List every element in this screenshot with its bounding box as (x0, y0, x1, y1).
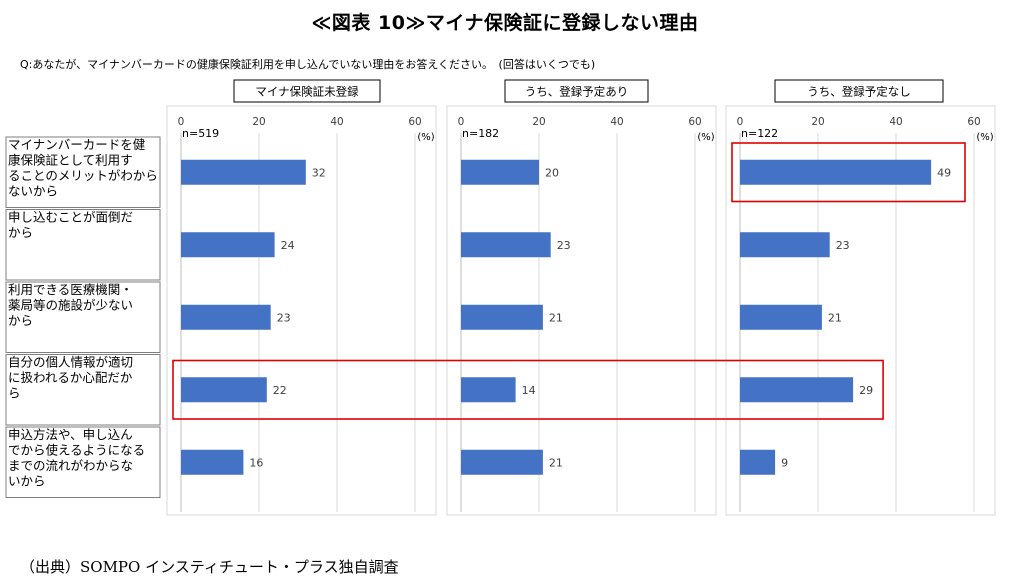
panel-frame (446, 105, 717, 516)
bar (461, 159, 539, 185)
panel-title: うち、登録予定あり (525, 85, 629, 99)
category-label: 康保険証として利用す (8, 153, 133, 168)
category-label: 利用できる医療機関・ (8, 282, 133, 297)
category-label: でから使えるようになる (8, 443, 145, 458)
bar-value-label: 21 (549, 456, 563, 469)
x-tick-label: 20 (811, 116, 824, 128)
panel-frame (166, 105, 437, 516)
bar-value-label: 23 (277, 311, 291, 324)
bar (181, 449, 244, 475)
bar (461, 449, 543, 475)
category-label: 薬局等の施設が少ない (8, 298, 133, 313)
panel-title-box (774, 79, 944, 103)
bar (181, 159, 306, 185)
category-label: に扱われるか心配だか (8, 370, 133, 385)
x-tick-label: 0 (458, 116, 465, 128)
highlight-box (172, 359, 884, 420)
bar (740, 232, 830, 258)
bar (740, 304, 822, 330)
bar (181, 304, 271, 330)
unit-label: (%) (697, 132, 714, 143)
category-label: マイナンバーカードを健 (8, 137, 146, 152)
unit-label: (%) (417, 132, 434, 143)
bar-value-label: 21 (828, 311, 842, 324)
bar-value-label: 20 (545, 166, 559, 179)
figure-title: ≪図表 10≫マイナ保険証に登録しない理由 (311, 12, 699, 34)
x-tick-label: 60 (688, 116, 701, 128)
x-tick-label: 40 (610, 116, 623, 128)
bar-value-label: 24 (281, 239, 295, 252)
bar-value-label: 9 (781, 456, 788, 469)
bar-value-label: 16 (249, 456, 263, 469)
category-label: から (8, 225, 33, 240)
x-tick-label: 0 (737, 116, 744, 128)
x-tick-label: 40 (330, 116, 343, 128)
bar-value-label: 23 (557, 239, 571, 252)
bar (461, 232, 551, 258)
x-tick-label: 20 (532, 116, 545, 128)
x-tick-label: 60 (408, 116, 421, 128)
category-label-box (5, 426, 161, 498)
panel-title: うち、登録予定なし (807, 85, 911, 99)
category-label-box (5, 354, 161, 426)
bar (461, 377, 516, 403)
x-tick-label: 20 (252, 116, 265, 128)
category-label: ることのメリットがわから (8, 168, 158, 183)
panel-title: マイナ保険証未登録 (255, 85, 359, 99)
x-tick-label: 0 (178, 116, 185, 128)
category-label-box (5, 136, 161, 208)
sample-size-label: n=182 (462, 127, 499, 140)
category-label-box (5, 209, 161, 281)
category-label: 自分の個人情報が適切 (8, 355, 133, 370)
survey-question: Q:あなたが、マイナンバーカードの健康保険証利用を申し込んでいない理由をお答えく… (20, 58, 596, 71)
panel-frame (725, 105, 996, 516)
panel-title-box (504, 79, 649, 103)
bar (181, 377, 267, 403)
sample-size-label: n=122 (741, 127, 778, 140)
source-note: （出典）SOMPO インスティチュート・プラス独自調査 (20, 558, 399, 576)
bar-value-label: 49 (937, 166, 951, 179)
bar (740, 449, 776, 475)
category-label: 申し込むことが面倒だ (8, 210, 133, 225)
category-label: 申込方法や、申し込ん (8, 427, 133, 442)
x-tick-label: 60 (967, 116, 980, 128)
bar (181, 232, 275, 258)
bar-value-label: 29 (859, 384, 873, 397)
bar (740, 159, 932, 185)
sample-size-label: n=519 (182, 127, 219, 140)
unit-label: (%) (976, 132, 993, 143)
category-label: までの流れがわからな (8, 458, 133, 473)
bar-value-label: 14 (522, 384, 536, 397)
panel-title-box (233, 79, 381, 103)
bar-value-label: 32 (312, 166, 326, 179)
bar-value-label: 23 (836, 239, 850, 252)
bar-value-label: 22 (273, 384, 287, 397)
category-label: から (8, 313, 33, 328)
highlight-box (731, 142, 966, 203)
category-label: ら (8, 386, 21, 401)
bar (461, 304, 543, 330)
category-label-box (5, 281, 161, 353)
bar (740, 377, 854, 403)
bar-value-label: 21 (549, 311, 563, 324)
category-label: ないから (8, 184, 58, 199)
category-label: いから (8, 474, 46, 489)
x-tick-label: 40 (889, 116, 902, 128)
